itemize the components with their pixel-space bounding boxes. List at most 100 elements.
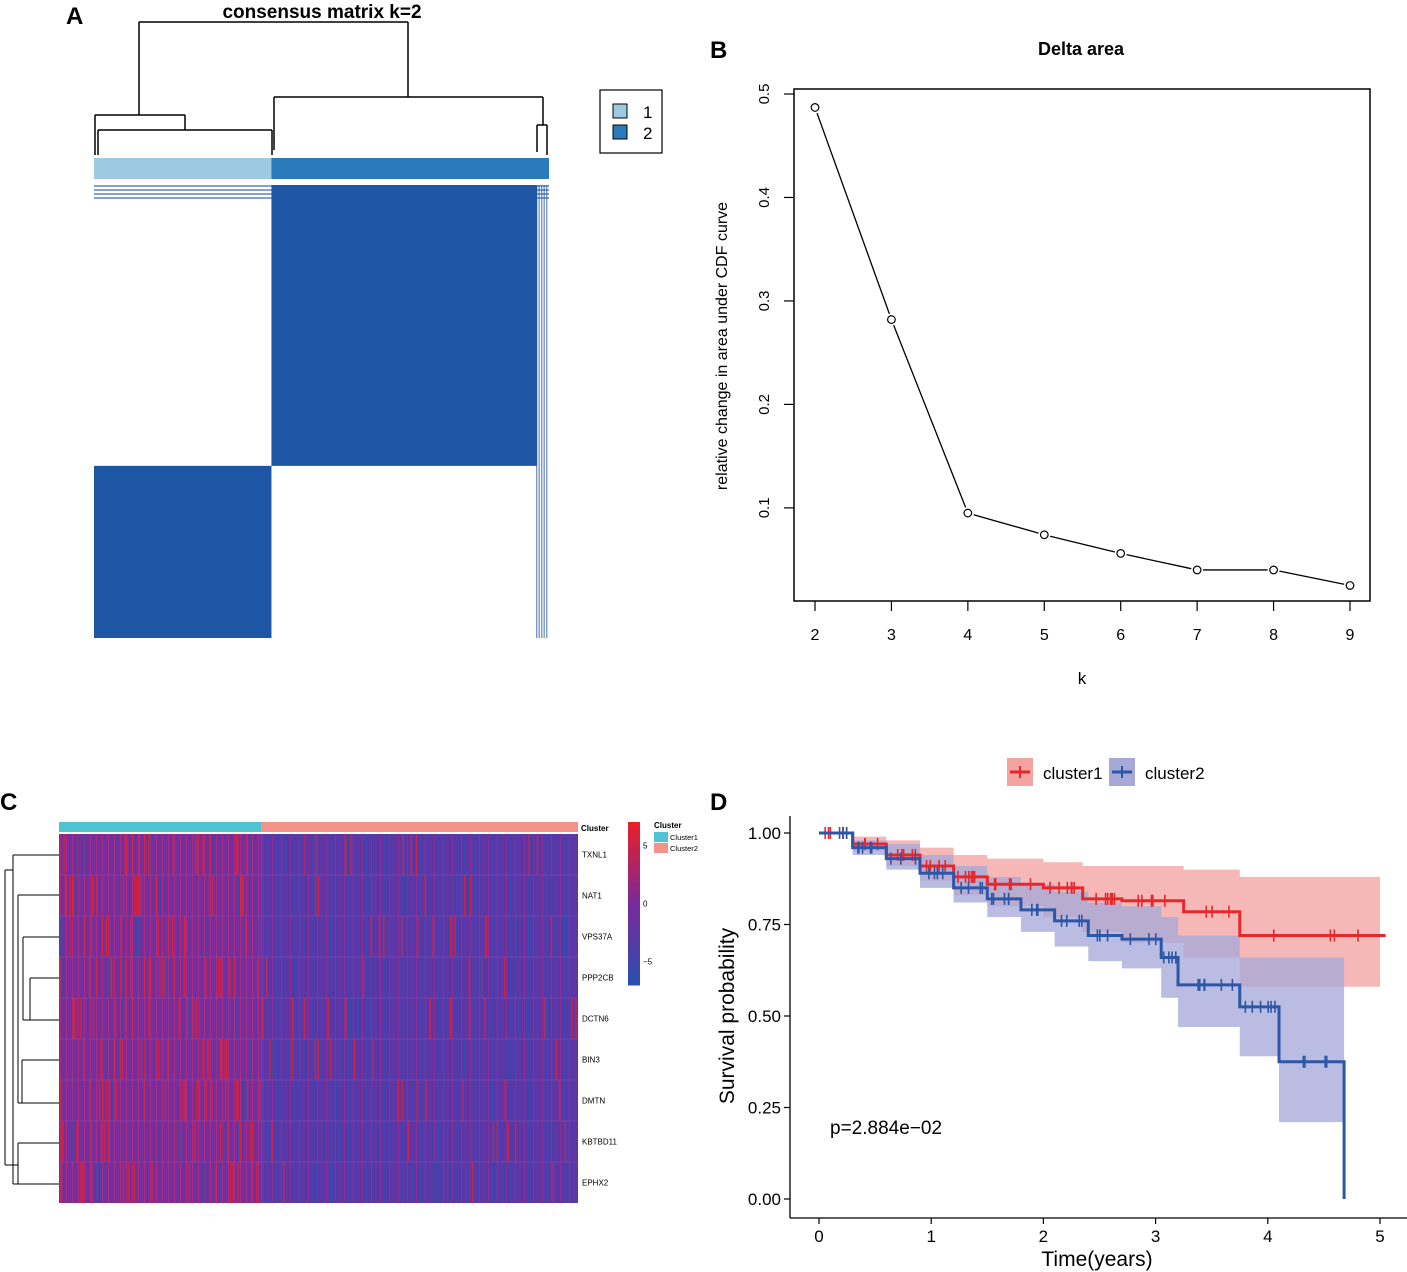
heatmap-cell [80,998,82,1039]
heatmap-cell [303,1039,306,1080]
heatmap-cell [329,916,332,957]
heatmap-cell [205,957,207,998]
heatmap-colorbar: 5 0 −5 [628,822,653,986]
survival-axes: 0 1 2 3 4 5 0.00 0.25 0.50 0.75 1.00 [748,816,1407,1246]
heatmap-cell [218,957,220,998]
heatmap-cell [432,916,434,957]
colorbar-step [628,891,640,896]
colorbar-step [628,960,640,966]
heatmap-cell [207,1039,209,1080]
x-tick-label: 5 [1375,1227,1384,1246]
heatmap-cell [105,1080,108,1121]
legend-label-1: 1 [643,103,652,122]
heatmap-cell [369,998,371,1039]
heatmap-cell [357,998,360,1039]
heatmap-cell [136,957,139,998]
cluster2-swatch [654,843,668,853]
colorbar-step [628,948,640,953]
matrix-fringe-col [543,185,545,638]
colorbar-step [628,883,640,888]
heatmap-cell [529,916,532,957]
heatmap-cell [111,1080,113,1121]
y-tick-label: 1.00 [748,824,781,843]
delta-area-title: Delta area [1038,39,1125,59]
heatmap-cell [176,1121,179,1162]
heatmap-cell [550,916,553,957]
cluster1-swatch [654,832,668,842]
heatmap-cell [105,1039,107,1080]
heatmap-cell [345,834,347,875]
gene-annotation-bar [59,822,578,832]
heatmap-cell [554,834,557,875]
heatmap-cell [364,834,366,875]
heatmap-cell [61,957,64,998]
heatmap-cell [194,1121,196,1162]
heatmap-cell [424,875,426,916]
heatmap-cell [438,1162,441,1203]
heatmap-cell [316,1162,318,1203]
heatmap-cell [72,875,75,916]
heatmap-cell [157,1039,160,1080]
heatmap-cell [433,1162,436,1203]
heatmap-cell [101,916,104,957]
heatmap-cell [513,1039,515,1080]
heatmap-cell [372,1039,375,1080]
heatmap-cell [467,875,470,916]
heatmap-cell [280,1080,282,1121]
gene-label: VPS37A [582,933,613,942]
heatmap-cell [552,1162,555,1203]
heatmap-cell [62,1121,64,1162]
heatmap-cell [249,1121,251,1162]
gene-label: DCTN6 [582,1015,609,1024]
heatmap-cell [419,1162,422,1203]
heatmap-cell [314,834,317,875]
delta-plot-frame [793,88,1371,602]
heatmap-cell [428,916,430,957]
heatmap-cell [509,875,511,916]
heatmap-cell [148,957,151,998]
heatmap-cell [468,1162,471,1203]
heatmap-cell [282,1162,285,1203]
delta-series [810,103,1355,590]
heatmap-cell [131,834,134,875]
heatmap-cell [353,1039,356,1080]
heatmap-cell [224,1080,227,1121]
colorbar-step [628,826,640,831]
heatmap-cell [167,916,170,957]
heatmap-cell [544,998,546,1039]
heatmap-cell [436,1039,439,1080]
y-tick-label: 0.50 [748,1007,781,1026]
cluster-legend: Cluster Cluster1 Cluster2 [654,821,698,853]
heatmap-cell [114,998,117,1039]
heatmap-cell [149,957,152,998]
heatmap-cell [72,998,74,1039]
matrix-fringe-row [94,197,549,199]
heatmap-cell [224,1039,226,1080]
colorbar-step [628,850,640,856]
x-tick-label: 8 [1269,627,1278,644]
heatmap-cell [206,916,208,957]
heatmap-cell [95,957,98,998]
heatmap-cell [288,875,291,916]
heatmap-cell [303,916,305,957]
heatmap-cell [229,957,231,998]
colorbar-step [628,879,640,884]
heatmap-cell [249,1039,252,1080]
colorbar-step [628,830,640,835]
x-tick-label: 3 [1151,1227,1160,1246]
heatmap-cell [561,916,564,957]
heatmap-cell [82,1039,85,1080]
annotation-label: Cluster [581,824,609,833]
heatmap-cell [416,916,419,957]
gene-label: BIN3 [582,1056,600,1065]
colorbar-step [628,956,640,962]
cluster2-legend-label: Cluster2 [670,844,698,853]
heatmap-cell [242,1080,244,1121]
heatmap-cell [425,1080,427,1121]
heatmap-cell [500,1121,502,1162]
heatmap-cell [438,1121,441,1162]
p-value-annotation: p=2.884e−02 [830,1118,942,1139]
heatmap-cell [195,1080,198,1121]
heatmap-cell [222,1121,225,1162]
heatmap-cell [255,1162,258,1203]
